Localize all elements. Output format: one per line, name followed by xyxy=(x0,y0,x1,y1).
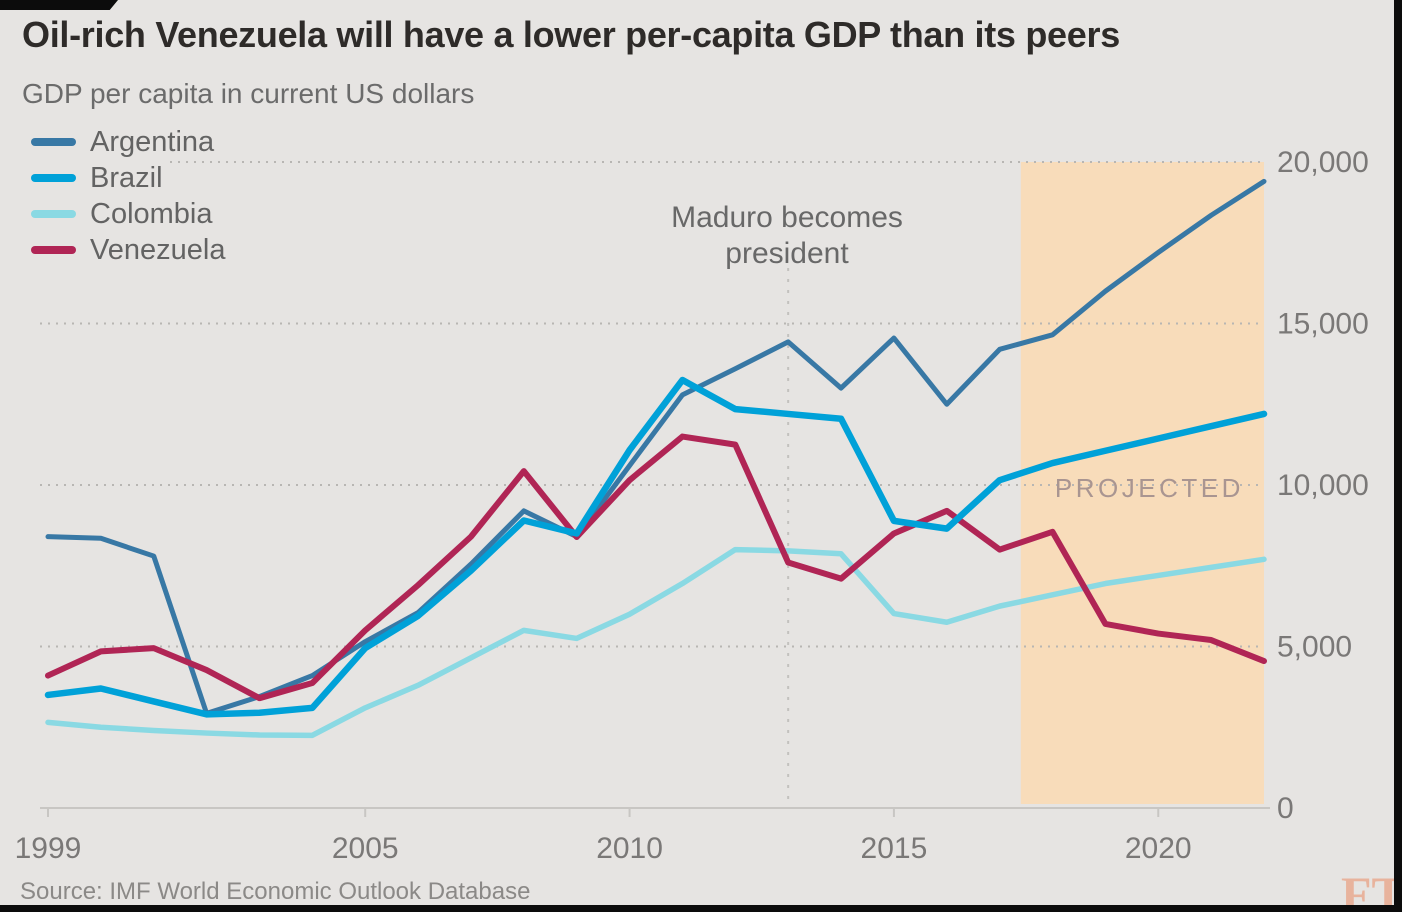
series-line-argentina xyxy=(45,178,1267,716)
x-tick-label-2020: 2020 xyxy=(1125,832,1192,865)
y-tick-label-0: 0 xyxy=(1277,792,1294,825)
legend-label: Venezuela xyxy=(90,233,226,266)
legend-label: Argentina xyxy=(90,125,215,158)
annotation-line1: Maduro becomes xyxy=(671,201,903,234)
y-tick-label-20000: 20,000 xyxy=(1277,146,1369,179)
event-annotation: Maduro becomes president xyxy=(637,200,937,272)
colombia-line-swatch xyxy=(31,210,76,218)
bottom-frame-bar xyxy=(0,905,1402,912)
legend-label: Colombia xyxy=(90,197,213,230)
chart-title: Oil-rich Venezuela will have a lower per… xyxy=(22,14,1120,55)
y-tick-label-15000: 15,000 xyxy=(1277,308,1369,341)
ft-logo-watermark: FT xyxy=(1341,866,1402,912)
x-tick-label-1999: 1999 xyxy=(15,832,82,865)
series-line-venezuela xyxy=(45,433,1267,702)
argentina-line-swatch xyxy=(31,138,76,146)
legend-label: Brazil xyxy=(90,161,163,194)
x-tick-label-2010: 2010 xyxy=(596,832,663,865)
venezuela-line-swatch xyxy=(31,246,76,254)
projected-label: PROJECTED xyxy=(1055,473,1244,503)
series-line-colombia xyxy=(45,546,1267,739)
legend-item-brazil: Brazil xyxy=(31,160,225,196)
x-tick-label-2005: 2005 xyxy=(332,832,399,865)
annotation-line2: president xyxy=(725,237,849,270)
series-line-brazil xyxy=(44,376,1268,718)
legend-item-venezuela: Venezuela xyxy=(31,232,225,268)
y-tick-label-5000: 5,000 xyxy=(1277,631,1352,664)
x-tick-label-2015: 2015 xyxy=(861,832,928,865)
chart-subtitle: GDP per capita in current US dollars xyxy=(22,78,475,109)
legend-item-colombia: Colombia xyxy=(31,196,225,232)
brazil-line-swatch xyxy=(31,174,76,182)
y-tick-label-10000: 10,000 xyxy=(1277,469,1369,502)
legend-item-argentina: Argentina xyxy=(31,124,225,160)
projection-band xyxy=(1020,162,1264,804)
legend: Argentina Brazil Colombia Venezuela xyxy=(31,124,225,268)
right-frame-bar xyxy=(1394,0,1402,912)
video-progress-bar xyxy=(0,0,118,10)
source-note: Source: IMF World Economic Outlook Datab… xyxy=(20,878,531,905)
